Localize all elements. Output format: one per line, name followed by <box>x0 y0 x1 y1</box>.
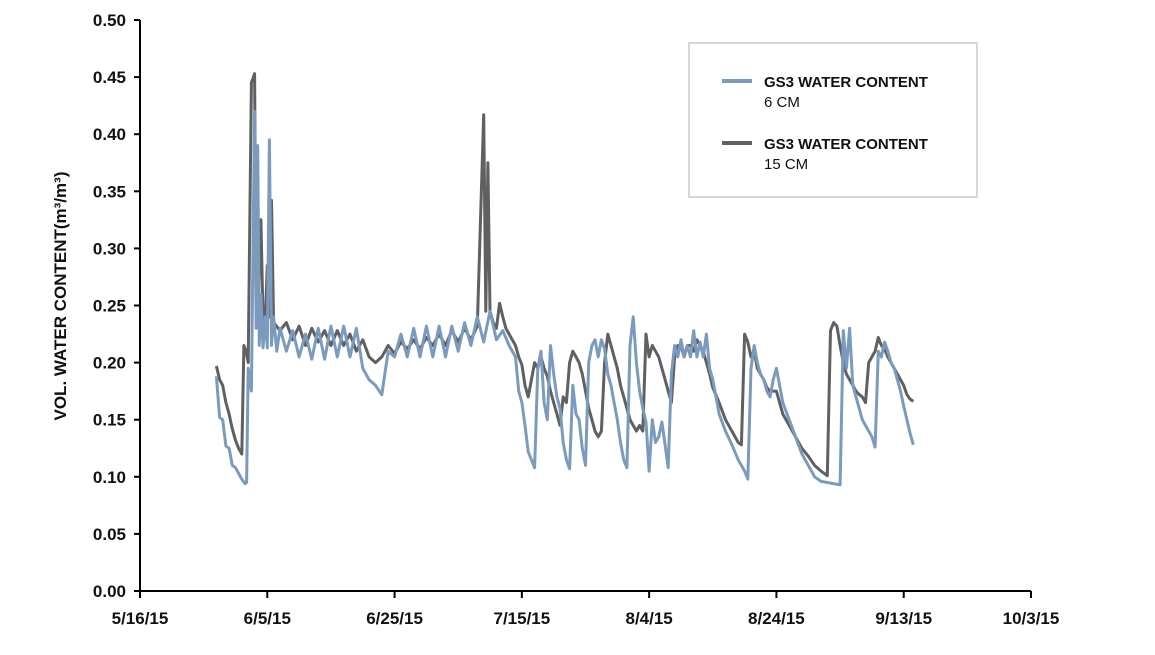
y-tick-label: 0.50 <box>93 11 126 30</box>
x-tick-label: 7/15/15 <box>493 609 550 628</box>
series-layer <box>214 72 915 487</box>
legend-box <box>688 42 978 198</box>
legend-label-15cm-line1: GS3 WATER CONTENT <box>764 136 928 153</box>
x-tick-label: 5/16/15 <box>112 609 169 628</box>
y-axis-label: VOL. WATER CONTENT(m³/m³) <box>51 172 70 421</box>
legend: GS3 WATER CONTENT 6 CM GS3 WATER CONTENT… <box>688 42 978 198</box>
series-line-15cm <box>214 72 915 478</box>
x-tick-label: 6/5/15 <box>244 609 291 628</box>
x-tick-label: 8/24/15 <box>748 609 805 628</box>
y-tick-label: 0.30 <box>93 239 126 258</box>
y-tick-label: 0.35 <box>93 182 126 201</box>
series-line-6cm <box>214 109 915 487</box>
y-tick-label: 0.25 <box>93 297 126 316</box>
y-tick-label: 0.15 <box>93 411 126 430</box>
legend-label-6cm-line1: GS3 WATER CONTENT <box>764 74 928 91</box>
legend-label-15cm-line2: 15 CM <box>764 156 808 173</box>
x-tick-label: 9/13/15 <box>875 609 932 628</box>
ticks-layer: 0.00 0.05 0.10 0.15 0.20 0.25 0.30 0.35 0.40 0.45… <box>93 11 1059 628</box>
y-tick-label: 0.00 <box>93 582 126 601</box>
y-tick-label: 0.10 <box>93 468 126 487</box>
y-tick-label: 0.20 <box>93 354 126 373</box>
y-tick-label: 0.45 <box>93 68 126 87</box>
x-tick-label: 8/4/15 <box>626 609 673 628</box>
y-tick-label: 0.05 <box>93 525 126 544</box>
legend-label-6cm-line2: 6 CM <box>764 94 800 111</box>
x-tick-label: 6/25/15 <box>366 609 423 628</box>
x-tick-label: 10/3/15 <box>1003 609 1060 628</box>
y-tick-label: 0.40 <box>93 125 126 144</box>
